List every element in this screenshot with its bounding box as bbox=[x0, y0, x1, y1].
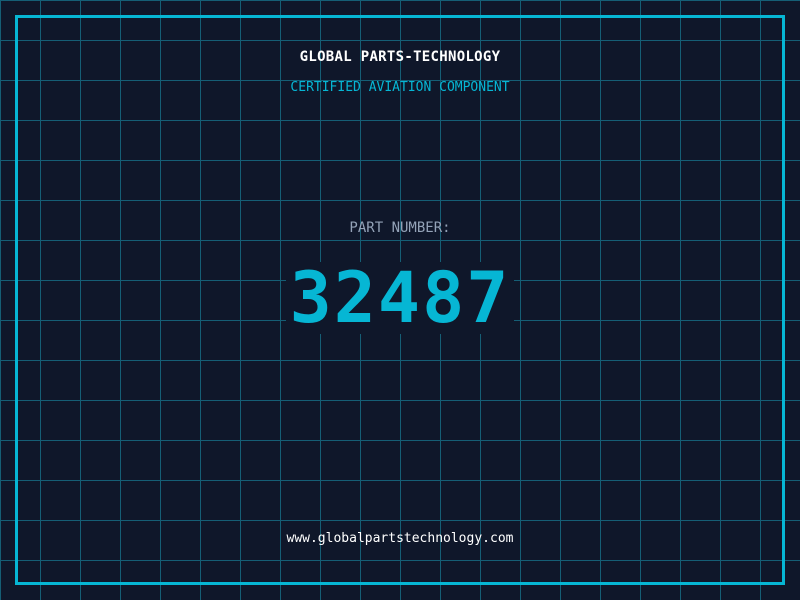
certification-subtitle: CERTIFIED AVIATION COMPONENT bbox=[290, 80, 510, 95]
border-frame bbox=[15, 15, 785, 585]
brand-title: GLOBAL PARTS-TECHNOLOGY bbox=[299, 49, 501, 65]
website-link[interactable]: www.globalpartstechnology.com bbox=[286, 531, 514, 546]
part-number-value: 32487 bbox=[285, 262, 515, 334]
part-number-label: PART NUMBER: bbox=[349, 220, 451, 236]
